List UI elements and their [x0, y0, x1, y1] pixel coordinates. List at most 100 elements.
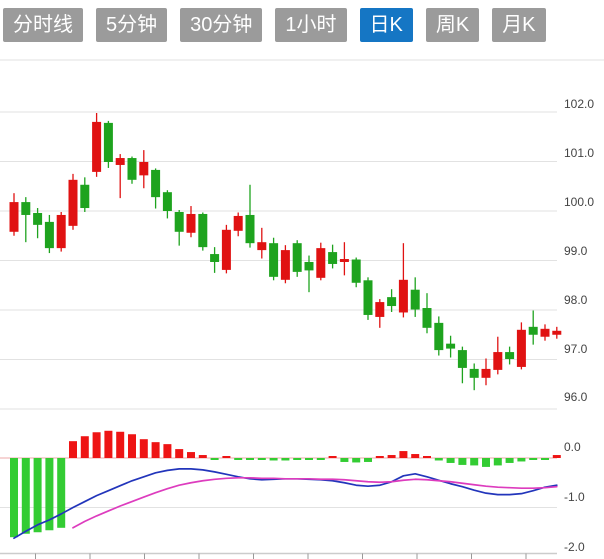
macd-bar — [316, 458, 325, 460]
candle-body — [44, 221, 54, 249]
tab-30min[interactable]: 30分钟 — [180, 8, 263, 42]
macd-bar — [352, 458, 361, 463]
macd-bar — [69, 441, 77, 458]
candle-body — [387, 297, 397, 307]
timeframe-tabs: 分时线 5分钟 30分钟 1小时 日K 周K 月K — [3, 8, 546, 42]
macd-bar — [529, 458, 538, 460]
candle-body — [210, 254, 220, 262]
macd-bar — [128, 434, 136, 458]
candle-body — [92, 121, 102, 172]
candle-body — [446, 343, 456, 349]
macd-axis-label: -2.0 — [564, 540, 585, 554]
macd-axis-label: -1.0 — [564, 490, 585, 504]
macd-bar — [399, 451, 408, 458]
macd-bar — [411, 454, 420, 458]
macd-bar — [340, 458, 349, 462]
price-axis-label: 102.0 — [564, 97, 595, 111]
macd-bar — [139, 439, 148, 458]
candle-body — [115, 158, 125, 165]
macd-bar — [387, 455, 396, 458]
macd-bar — [163, 444, 172, 458]
macd-bar — [151, 442, 160, 458]
macd-bar — [234, 458, 243, 460]
candle-body — [198, 213, 208, 248]
candle-body — [316, 248, 326, 278]
candle-body — [422, 308, 432, 328]
candle-body — [505, 352, 515, 360]
price-axis-label: 98.0 — [564, 293, 588, 307]
candle-body — [351, 259, 361, 283]
candle-body — [103, 122, 113, 162]
candle-body — [68, 179, 78, 226]
macd-bar — [10, 458, 18, 538]
candle-body — [493, 352, 503, 370]
macd-axis-label: 0.0 — [564, 440, 581, 454]
candle-body — [398, 279, 408, 313]
candle-body — [280, 250, 290, 280]
candle-body — [363, 280, 373, 315]
candle-body — [127, 158, 137, 180]
macd-bar — [293, 458, 302, 460]
macd-bar — [434, 458, 443, 461]
macd-bar — [482, 458, 490, 467]
tab-weekly-k[interactable]: 周K — [425, 8, 480, 42]
macd-bar — [423, 456, 431, 458]
macd-bar — [246, 458, 254, 460]
candle-body — [33, 212, 43, 225]
macd-bar — [45, 458, 54, 531]
candle-body — [292, 243, 302, 272]
candle-body — [304, 261, 314, 271]
tab-timeshare[interactable]: 分时线 — [3, 8, 83, 42]
macd-bar — [328, 456, 337, 458]
macd-bar — [80, 436, 89, 458]
candle-body — [9, 202, 19, 232]
candle-body — [233, 215, 243, 231]
macd-bar — [446, 458, 455, 463]
candle-body — [151, 169, 161, 198]
tab-1hour[interactable]: 1小时 — [275, 8, 347, 42]
candle-body — [528, 326, 538, 335]
candle-body — [410, 289, 420, 310]
candle-body — [540, 328, 550, 337]
price-axis-label: 96.0 — [564, 390, 588, 404]
macd-bar — [21, 458, 30, 534]
price-axis-label: 100.0 — [564, 195, 595, 209]
candle-body — [481, 368, 491, 378]
candle-body — [328, 252, 338, 264]
macd-bar — [187, 452, 195, 458]
tab-monthly-k[interactable]: 月K — [492, 8, 546, 42]
macd-bar — [517, 458, 526, 462]
macd-bar — [210, 458, 219, 460]
candle-body — [186, 213, 196, 233]
candle-body — [221, 229, 231, 270]
macd-bar — [375, 456, 384, 458]
macd-bar — [175, 449, 184, 458]
price-axis-label: 99.0 — [564, 244, 588, 258]
macd-bar — [470, 458, 479, 466]
tab-daily-k[interactable]: 日K — [359, 8, 413, 42]
macd-bar — [364, 458, 372, 462]
candle-body — [552, 330, 562, 335]
macd-bar — [92, 432, 101, 458]
macd-bar — [505, 458, 514, 463]
macd-bar — [493, 458, 502, 466]
candle-body — [174, 211, 184, 232]
macd-bar — [281, 458, 290, 461]
candle-body — [80, 184, 90, 209]
candle-body — [56, 214, 66, 249]
tab-5min[interactable]: 5分钟 — [96, 8, 168, 42]
macd-bar — [458, 458, 467, 465]
macd-bar — [116, 431, 125, 458]
macd-bar — [104, 430, 113, 458]
price-axis-label: 101.0 — [564, 146, 595, 160]
macd-bar — [305, 458, 313, 460]
candle-body — [139, 161, 149, 176]
candle-body — [469, 368, 479, 378]
macd-bar — [269, 458, 278, 461]
macd-bar — [552, 455, 561, 458]
macd-bar — [198, 455, 207, 458]
macd-bar — [257, 458, 266, 460]
candle-body — [457, 350, 467, 368]
